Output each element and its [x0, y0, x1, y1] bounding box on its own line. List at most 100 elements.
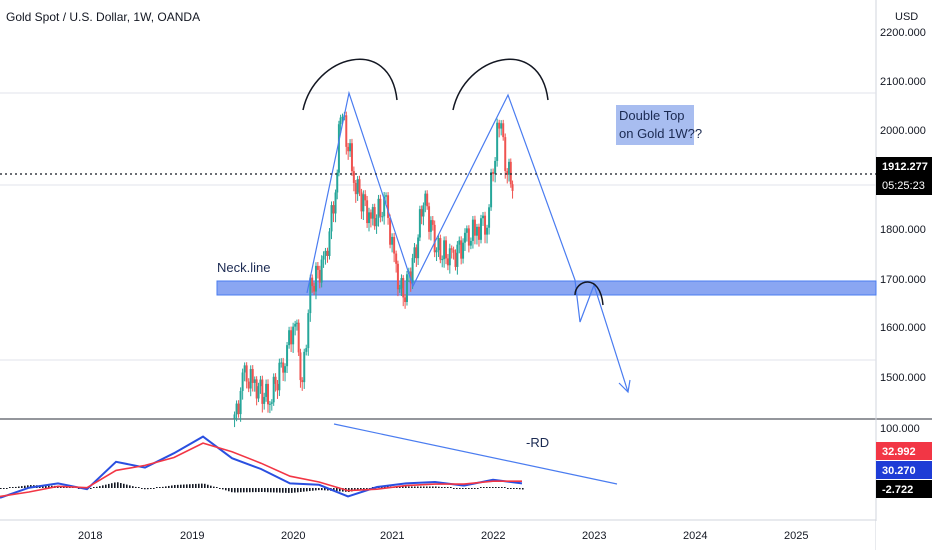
candle-body[interactable] — [305, 348, 308, 352]
candle-body[interactable] — [395, 253, 398, 264]
candle-body[interactable] — [301, 380, 304, 383]
candle-body[interactable] — [389, 217, 392, 245]
top-arc-left[interactable] — [302, 58, 398, 111]
price-pane[interactable] — [0, 0, 876, 418]
candle-body[interactable] — [488, 207, 491, 228]
candle-body[interactable] — [494, 160, 497, 174]
candle-body[interactable] — [369, 212, 372, 219]
candle-body[interactable] — [445, 240, 448, 259]
candle-body[interactable] — [443, 240, 446, 260]
candle-body[interactable] — [259, 379, 262, 387]
candle-body[interactable] — [492, 172, 495, 174]
candle-body[interactable] — [439, 238, 442, 260]
candle-body[interactable] — [482, 215, 485, 219]
candle-body[interactable] — [463, 232, 466, 243]
candle-body[interactable] — [311, 277, 314, 286]
candle-body[interactable] — [383, 196, 386, 217]
candle-body[interactable] — [334, 192, 337, 214]
candle-body[interactable] — [426, 193, 429, 207]
retest-arc[interactable] — [574, 281, 604, 306]
candle-body[interactable] — [418, 209, 421, 238]
candle-body[interactable] — [424, 193, 427, 206]
candle-body[interactable] — [473, 219, 476, 236]
candle-body[interactable] — [233, 414, 236, 419]
candle-body[interactable] — [368, 212, 371, 224]
candle-body[interactable] — [249, 368, 252, 389]
candle-body[interactable] — [379, 198, 382, 217]
candle-body[interactable] — [267, 383, 270, 405]
neckline-zone[interactable] — [216, 280, 877, 296]
candle-body[interactable] — [404, 297, 407, 302]
candle-body[interactable] — [356, 179, 359, 195]
candle-body[interactable] — [484, 215, 487, 235]
candle-body[interactable] — [373, 207, 376, 227]
candle-body[interactable] — [354, 182, 357, 195]
candle-body[interactable] — [265, 383, 268, 397]
candle-body[interactable] — [371, 207, 374, 219]
candle-body[interactable] — [441, 259, 444, 261]
candle-body[interactable] — [324, 250, 327, 256]
candle-body[interactable] — [295, 322, 298, 324]
candle-body[interactable] — [299, 352, 302, 381]
signal-line[interactable] — [0, 442, 522, 498]
candle-body[interactable] — [437, 238, 440, 251]
candle-body[interactable] — [284, 366, 287, 373]
candle-body[interactable] — [303, 351, 306, 383]
candle-body[interactable] — [278, 362, 281, 391]
candle-body[interactable] — [313, 285, 316, 292]
candle-body[interactable] — [469, 240, 472, 246]
note-box[interactable] — [616, 105, 694, 145]
candle-body[interactable] — [490, 172, 493, 208]
candle-body[interactable] — [387, 195, 390, 218]
candle-body[interactable] — [435, 250, 438, 253]
candle-body[interactable] — [396, 263, 399, 290]
candle-body[interactable] — [272, 376, 275, 403]
candle-body[interactable] — [347, 146, 350, 152]
indicator-pane[interactable] — [0, 420, 876, 520]
candle-body[interactable] — [502, 123, 505, 138]
candle-body[interactable] — [422, 205, 425, 217]
candle-body[interactable] — [276, 383, 279, 391]
candle-body[interactable] — [345, 115, 348, 147]
candle-body[interactable] — [446, 258, 449, 266]
candle-body[interactable] — [268, 403, 271, 405]
candle-body[interactable] — [475, 226, 478, 236]
candle-body[interactable] — [330, 205, 333, 232]
candle-body[interactable] — [500, 123, 503, 129]
candle-body[interactable] — [364, 194, 367, 201]
candle-body[interactable] — [504, 137, 507, 171]
candle-body[interactable] — [366, 200, 369, 224]
candle-body[interactable] — [458, 240, 461, 245]
candle-body[interactable] — [350, 143, 353, 172]
candle-body[interactable] — [450, 248, 453, 250]
candle-body[interactable] — [462, 242, 465, 259]
candle-body[interactable] — [411, 257, 414, 284]
candle-body[interactable] — [413, 247, 416, 258]
candle-body[interactable] — [241, 372, 244, 392]
candle-body[interactable] — [292, 326, 295, 345]
candle-body[interactable] — [341, 116, 344, 118]
candle-body[interactable] — [237, 403, 240, 415]
candle-body[interactable] — [465, 228, 468, 233]
candle-body[interactable] — [316, 265, 319, 270]
candle-body[interactable] — [433, 224, 436, 253]
candle-body[interactable] — [294, 323, 297, 327]
candle-body[interactable] — [428, 206, 431, 232]
top-arc-right[interactable] — [452, 58, 549, 111]
candle-body[interactable] — [467, 228, 470, 246]
candle-body[interactable] — [320, 259, 323, 283]
candle-body[interactable] — [385, 195, 388, 197]
candle-body[interactable] — [243, 365, 246, 373]
candle-body[interactable] — [506, 170, 509, 175]
candle-body[interactable] — [496, 122, 499, 161]
candle-body[interactable] — [352, 171, 355, 183]
candle-body[interactable] — [486, 227, 489, 235]
candle-body[interactable] — [253, 379, 256, 383]
candle-body[interactable] — [405, 274, 408, 302]
candle-body[interactable] — [415, 247, 418, 259]
candle-body[interactable] — [358, 179, 361, 193]
double-top-pattern-line[interactable] — [306, 90, 629, 393]
candle-body[interactable] — [322, 255, 325, 260]
candle-body[interactable] — [286, 345, 289, 367]
candle-body[interactable] — [318, 269, 321, 283]
